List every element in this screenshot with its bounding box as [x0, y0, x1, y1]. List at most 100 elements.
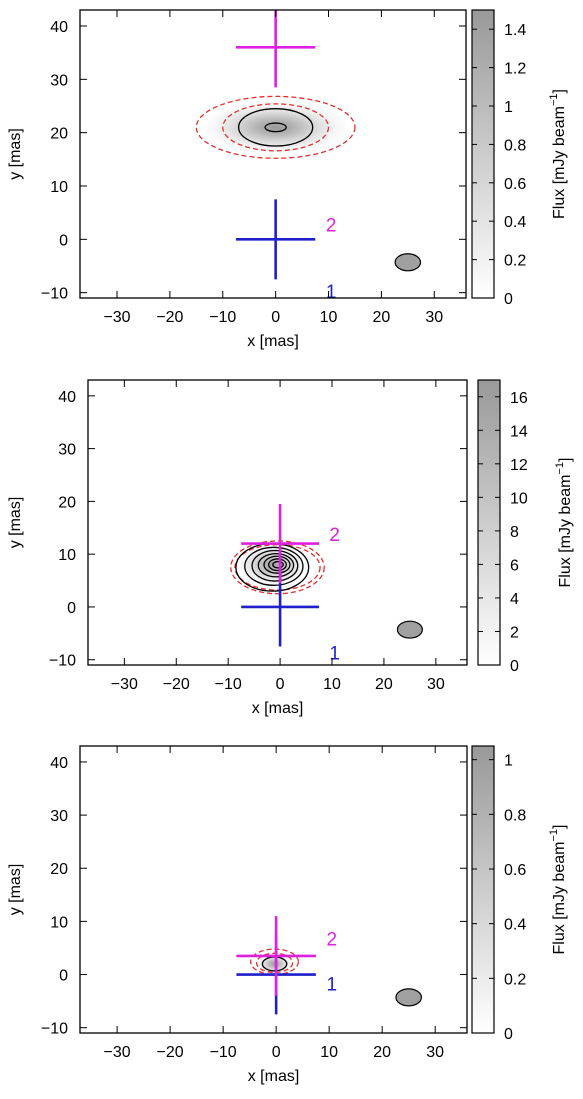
solid-contour-7	[272, 560, 284, 569]
marker-2: 2	[236, 916, 337, 996]
colorbar-tick-label: 1	[504, 99, 513, 116]
x-tick-label: 10	[320, 1044, 338, 1061]
marker-label: 1	[329, 644, 340, 665]
emission-region	[201, 100, 350, 154]
colorbar-tick-label: 0	[504, 1026, 513, 1043]
colorbar-tick-label: 8	[510, 524, 519, 541]
solid-contour-2	[244, 546, 304, 586]
colorbar-label-text: Flux [mJy beam	[557, 475, 574, 588]
colorbar-tick-label: 0.6	[504, 862, 526, 879]
y-tick-label: 0	[67, 600, 76, 617]
colorbar-tick-label: 0.2	[504, 971, 526, 988]
colorbar-tick-label: 0.4	[504, 917, 526, 934]
colorbar-tick-label: 0	[510, 658, 519, 675]
solid-contour-5	[263, 555, 291, 574]
colorbar: 0 2 4 6 8 10 12 14 16 Flux [mJy beam−1]	[477, 379, 574, 675]
dashed-contour-1	[195, 95, 356, 159]
y-tick-label: 10	[50, 179, 68, 196]
x-tick-label: 0	[276, 676, 285, 693]
x-axis-label: x [mas]	[247, 333, 299, 350]
x-tick-label: −20	[156, 309, 183, 326]
colorbar-label-close: ]	[557, 458, 574, 462]
plot-area: 12	[195, 10, 422, 303]
y-tick-label: 0	[59, 968, 68, 985]
solid-contour-1	[237, 108, 314, 147]
x-tick-label: 30	[426, 1044, 444, 1061]
colorbar-label-text: Flux [mJy beam	[551, 842, 568, 955]
x-tick-label: 20	[372, 309, 390, 326]
x-axis-label: x [mas]	[252, 700, 304, 717]
x-tick-label: −30	[104, 1044, 131, 1061]
x-tick-label: 30	[425, 309, 443, 326]
emission-region	[256, 953, 294, 975]
y-tick-label: 20	[58, 494, 76, 511]
x-tick-label: −10	[209, 309, 236, 326]
colorbar-label-close: ]	[551, 825, 568, 829]
colorbar-tick-label: 6	[510, 557, 519, 574]
y-tick-label: 40	[58, 389, 76, 406]
solid-contour-6	[268, 558, 287, 572]
solid-contour-2	[264, 122, 287, 133]
plot-frame	[87, 379, 468, 666]
colorbar-scale	[471, 9, 495, 299]
marker-label: 2	[326, 215, 337, 236]
colorbar-tick-label: 1.4	[504, 22, 526, 39]
marker-label: 2	[327, 929, 338, 950]
beam-ellipse	[394, 253, 422, 272]
colorbar-tick-label: 0.2	[504, 253, 526, 270]
y-tick-label: 30	[58, 442, 76, 459]
colorbar-label: Flux [mJy beam−1]	[548, 825, 568, 955]
x-tick-label: −30	[111, 676, 138, 693]
x-axis-label: x [mas]	[248, 1068, 300, 1085]
x-tick-label: −20	[163, 676, 190, 693]
plot-area: 12	[236, 916, 423, 1015]
marker-2: 2	[235, 10, 337, 236]
plot-area: 12	[230, 504, 423, 665]
colorbar-scale	[471, 745, 495, 1034]
colorbar: 0 0.2 0.4 0.6 0.8 1 Flux [mJy beam−1]	[471, 745, 568, 1043]
colorbar-label: Flux [mJy beam−1]	[554, 458, 574, 588]
y-tick-label: 20	[50, 861, 68, 878]
y-tick-label: −10	[41, 1021, 68, 1038]
y-tick-label: −10	[49, 653, 76, 670]
y-tick-label: 10	[58, 547, 76, 564]
colorbar-label-exponent: −1	[548, 93, 560, 106]
colorbar-label: Flux [mJy beam−1]	[548, 89, 568, 219]
y-tick-label: 10	[50, 914, 68, 931]
y-axis-label: y [mas]	[7, 497, 24, 549]
colorbar-tick-label: 4	[510, 591, 519, 608]
colorbar-tick-label: 12	[510, 457, 528, 474]
colorbar-tick-label: 0	[504, 291, 513, 308]
dashed-contour-1	[230, 540, 325, 595]
y-tick-label: 30	[50, 808, 68, 825]
beam-ellipse	[395, 988, 423, 1007]
colorbar-tick-label: 0.6	[504, 176, 526, 193]
y-tick-label: 30	[50, 72, 68, 89]
colorbar-tick-label: 1	[504, 753, 513, 770]
x-tick-label: 10	[323, 676, 341, 693]
colorbar-tick-label: 1.2	[504, 61, 526, 78]
marker-1: 1	[235, 199, 337, 303]
x-tick-label: 0	[271, 309, 280, 326]
colorbar-tick-label: 14	[510, 423, 528, 440]
y-axis-label: y [mas]	[7, 128, 24, 180]
colorbar-tick-label: 2	[510, 624, 519, 641]
marker-label: 1	[326, 282, 337, 303]
colorbar-tick-label: 10	[510, 490, 528, 507]
marker-1: 1	[236, 934, 337, 1015]
plot-frame	[79, 745, 468, 1034]
solid-contour-4	[257, 552, 295, 578]
colorbar-tick-label: 16	[510, 390, 528, 407]
x-tick-label: 0	[272, 1044, 281, 1061]
colorbar-scale	[477, 379, 501, 666]
colorbar-tick-label: 0.4	[504, 214, 526, 231]
marker-2: 2	[241, 504, 340, 584]
dashed-contour-1	[250, 948, 300, 976]
y-tick-label: −10	[41, 286, 68, 303]
y-tick-label: 40	[50, 755, 68, 772]
beam-ellipse	[396, 620, 423, 639]
